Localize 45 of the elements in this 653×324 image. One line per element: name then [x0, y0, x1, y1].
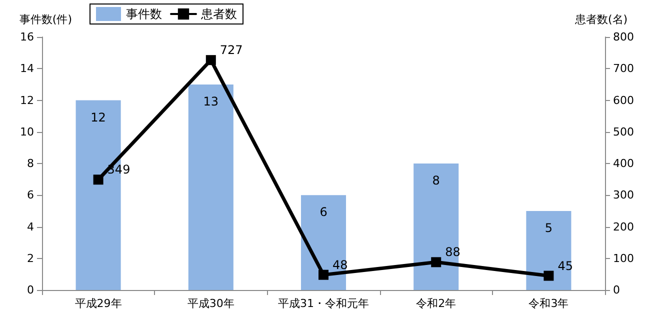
data-label: 45: [558, 258, 573, 273]
y2-tick-label: 500: [613, 125, 634, 138]
y-tick-label: 0: [27, 284, 34, 296]
point: [206, 55, 216, 66]
point: [544, 270, 554, 281]
bar: [526, 210, 572, 290]
bar: [188, 84, 234, 290]
data-label: 13: [203, 94, 219, 108]
y-tick-label: 16: [20, 30, 34, 44]
y-tick-label: 6: [27, 188, 34, 202]
data-label: 88: [445, 245, 460, 260]
y2-tick-label: 700: [613, 62, 634, 76]
y2-tick-label: 200: [613, 220, 634, 234]
y-tick-label: 12: [20, 94, 34, 107]
y-tick-label: 10: [20, 125, 34, 138]
y2-tick-label: 800: [613, 30, 634, 44]
data-label: 48: [332, 258, 348, 272]
point: [318, 270, 328, 280]
y2-axis-title: 患者数(名): [574, 13, 628, 26]
data-label: 8: [432, 174, 440, 188]
point: [93, 174, 104, 185]
legend-label: 患者数: [200, 7, 237, 21]
y-tick-label: 14: [20, 62, 34, 76]
data-label: 5: [544, 220, 553, 235]
y2-tick-label: 100: [613, 252, 634, 265]
y-tick-label: 2: [27, 252, 34, 265]
bar: [414, 164, 459, 290]
y2-tick-label: 300: [613, 188, 634, 202]
x-tick-label: 令和2年: [416, 297, 456, 310]
y-tick-label: 8: [27, 157, 34, 170]
data-label: 6: [320, 205, 328, 220]
bar: [300, 195, 346, 290]
y2-tick-label: 400: [613, 157, 634, 170]
y-tick-label: 4: [27, 220, 34, 234]
y-axis-title: 事件数(件): [19, 13, 72, 26]
legend-label: 事件数: [126, 7, 162, 21]
point: [431, 257, 442, 268]
data-label: 12: [90, 110, 106, 124]
y2-tick-label: 600: [613, 94, 634, 107]
x-tick-label: 平成29年: [74, 297, 122, 310]
x-tick-label: 平成30年: [187, 297, 234, 310]
data-label: 727: [220, 43, 243, 58]
x-tick-label: 平成31・令和元年: [278, 297, 369, 310]
x-tick-label: 令和3年: [528, 297, 569, 310]
y2-tick-label: 0: [613, 284, 620, 296]
